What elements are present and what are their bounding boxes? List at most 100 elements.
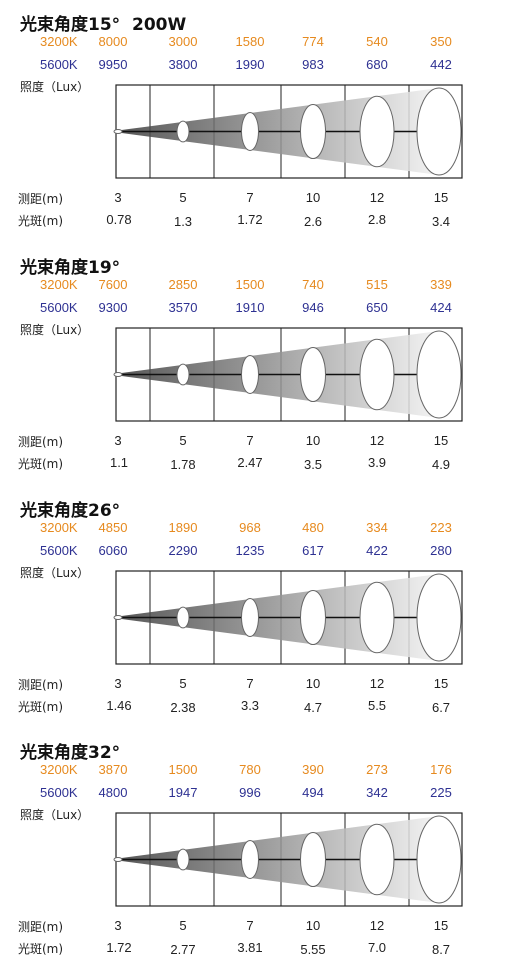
distance-value: 5: [179, 918, 187, 933]
distance-value: 10: [305, 918, 321, 933]
illuminance-value: 1500: [168, 762, 198, 777]
illuminance-value: 1580: [235, 34, 265, 49]
illuminance-value: 480: [302, 520, 324, 535]
spot-diameter-value: 2.38: [170, 700, 196, 715]
series-label: 3200K: [40, 34, 78, 49]
illuminance-value: 442: [430, 57, 452, 72]
spot-diameter-value: 2.6: [303, 214, 323, 229]
spot-diameter-value: 5.5: [367, 698, 387, 713]
light-spot-ellipse: [176, 363, 190, 386]
light-spot-ellipse: [359, 338, 395, 411]
light-spot-ellipse: [416, 573, 462, 662]
distance-value: 5: [179, 676, 187, 691]
light-spot-ellipse: [359, 581, 395, 654]
illuminance-value: 3570: [168, 300, 198, 315]
illuminance-value: 515: [366, 277, 388, 292]
illuminance-value: 273: [366, 762, 388, 777]
light-spot-ellipse: [300, 831, 326, 888]
illuminance-value: 1947: [168, 785, 198, 800]
distance-label: 测距(m): [18, 920, 64, 934]
distance-value: 10: [305, 433, 321, 448]
light-spot-ellipse: [241, 112, 259, 151]
light-spot-ellipse: [113, 857, 123, 862]
illuminance-value: 334: [366, 520, 388, 535]
illuminance-value: 3000: [168, 34, 198, 49]
spot-diameter-value: 3.4: [431, 214, 451, 229]
illuminance-value: 3870: [98, 762, 128, 777]
illuminance-value: 680: [366, 57, 388, 72]
beam-diagram: [113, 84, 463, 179]
illuminance-value: 1990: [235, 57, 265, 72]
illuminance-value: 350: [430, 34, 452, 49]
spot-label: 光斑(m): [18, 700, 64, 714]
series-label: 5600K: [40, 57, 78, 72]
light-spot-ellipse: [241, 355, 259, 394]
distance-value: 12: [369, 190, 385, 205]
spot-diameter-value: 2.47: [237, 455, 263, 470]
series-label: 3200K: [40, 762, 78, 777]
illuminance-value: 422: [366, 543, 388, 558]
light-spot-ellipse: [300, 103, 326, 160]
beam-panel-1: 光束角度19° 3200K 7600 2850 1500 740 515 339 5600K 93…: [0, 243, 506, 485]
light-spot-ellipse: [176, 606, 190, 629]
distance-value: 5: [179, 433, 187, 448]
illuminance-value: 2290: [168, 543, 198, 558]
illuminance-value: 342: [366, 785, 388, 800]
series-label: 3200K: [40, 277, 78, 292]
illuminance-value: 983: [302, 57, 324, 72]
light-spot-ellipse: [416, 330, 462, 419]
spot-diameter-value: 8.7: [431, 942, 451, 957]
beam-diagram: [113, 812, 463, 907]
illuminance-value: 494: [302, 785, 324, 800]
illuminance-value: 780: [239, 762, 261, 777]
illuminance-value: 1910: [235, 300, 265, 315]
illuminance-value: 390: [302, 762, 324, 777]
illuminance-value: 280: [430, 543, 452, 558]
light-spot-ellipse: [300, 589, 326, 646]
beam-diagram: [113, 570, 463, 665]
spot-diameter-value: 5.55: [300, 942, 326, 957]
illuminance-value: 617: [302, 543, 324, 558]
distance-value: 7: [246, 676, 254, 691]
distance-value: 3: [114, 190, 122, 205]
spot-diameter-value: 1.3: [173, 214, 193, 229]
distance-value: 3: [114, 433, 122, 448]
illuminance-value: 223: [430, 520, 452, 535]
illuminance-value: 968: [239, 520, 261, 535]
distance-value: 15: [433, 676, 449, 691]
light-spot-ellipse: [113, 615, 123, 620]
illuminance-value: 540: [366, 34, 388, 49]
spot-label: 光斑(m): [18, 942, 64, 956]
light-spot-ellipse: [241, 840, 259, 879]
series-label: 5600K: [40, 785, 78, 800]
y-axis-label: 照度（Lux）: [20, 80, 90, 94]
distance-value: 12: [369, 433, 385, 448]
illuminance-value: 740: [302, 277, 324, 292]
illuminance-value: 3800: [168, 57, 198, 72]
illuminance-value: 424: [430, 300, 452, 315]
spot-diameter-value: 3.3: [240, 698, 260, 713]
distance-value: 12: [369, 918, 385, 933]
distance-value: 7: [246, 190, 254, 205]
illuminance-value: 225: [430, 785, 452, 800]
spot-label: 光斑(m): [18, 457, 64, 471]
spot-diameter-value: 1.72: [237, 212, 263, 227]
distance-label: 测距(m): [18, 435, 64, 449]
distance-value: 7: [246, 433, 254, 448]
illuminance-value: 7600: [98, 277, 128, 292]
distance-value: 3: [114, 918, 122, 933]
beam-panel-2: 光束角度26° 3200K 4850 1890 968 480 334 223 5600K 606…: [0, 486, 506, 728]
illuminance-value: 774: [302, 34, 324, 49]
beam-diagram: [113, 327, 463, 422]
spot-label: 光斑(m): [18, 214, 64, 228]
distance-value: 15: [433, 433, 449, 448]
light-spot-ellipse: [241, 598, 259, 637]
spot-diameter-value: 4.9: [431, 457, 451, 472]
illuminance-value: 176: [430, 762, 452, 777]
distance-value: 10: [305, 676, 321, 691]
spot-diameter-value: 1.1: [109, 455, 129, 470]
illuminance-value: 650: [366, 300, 388, 315]
spot-diameter-value: 6.7: [431, 700, 451, 715]
series-label: 5600K: [40, 300, 78, 315]
distance-label: 测距(m): [18, 678, 64, 692]
